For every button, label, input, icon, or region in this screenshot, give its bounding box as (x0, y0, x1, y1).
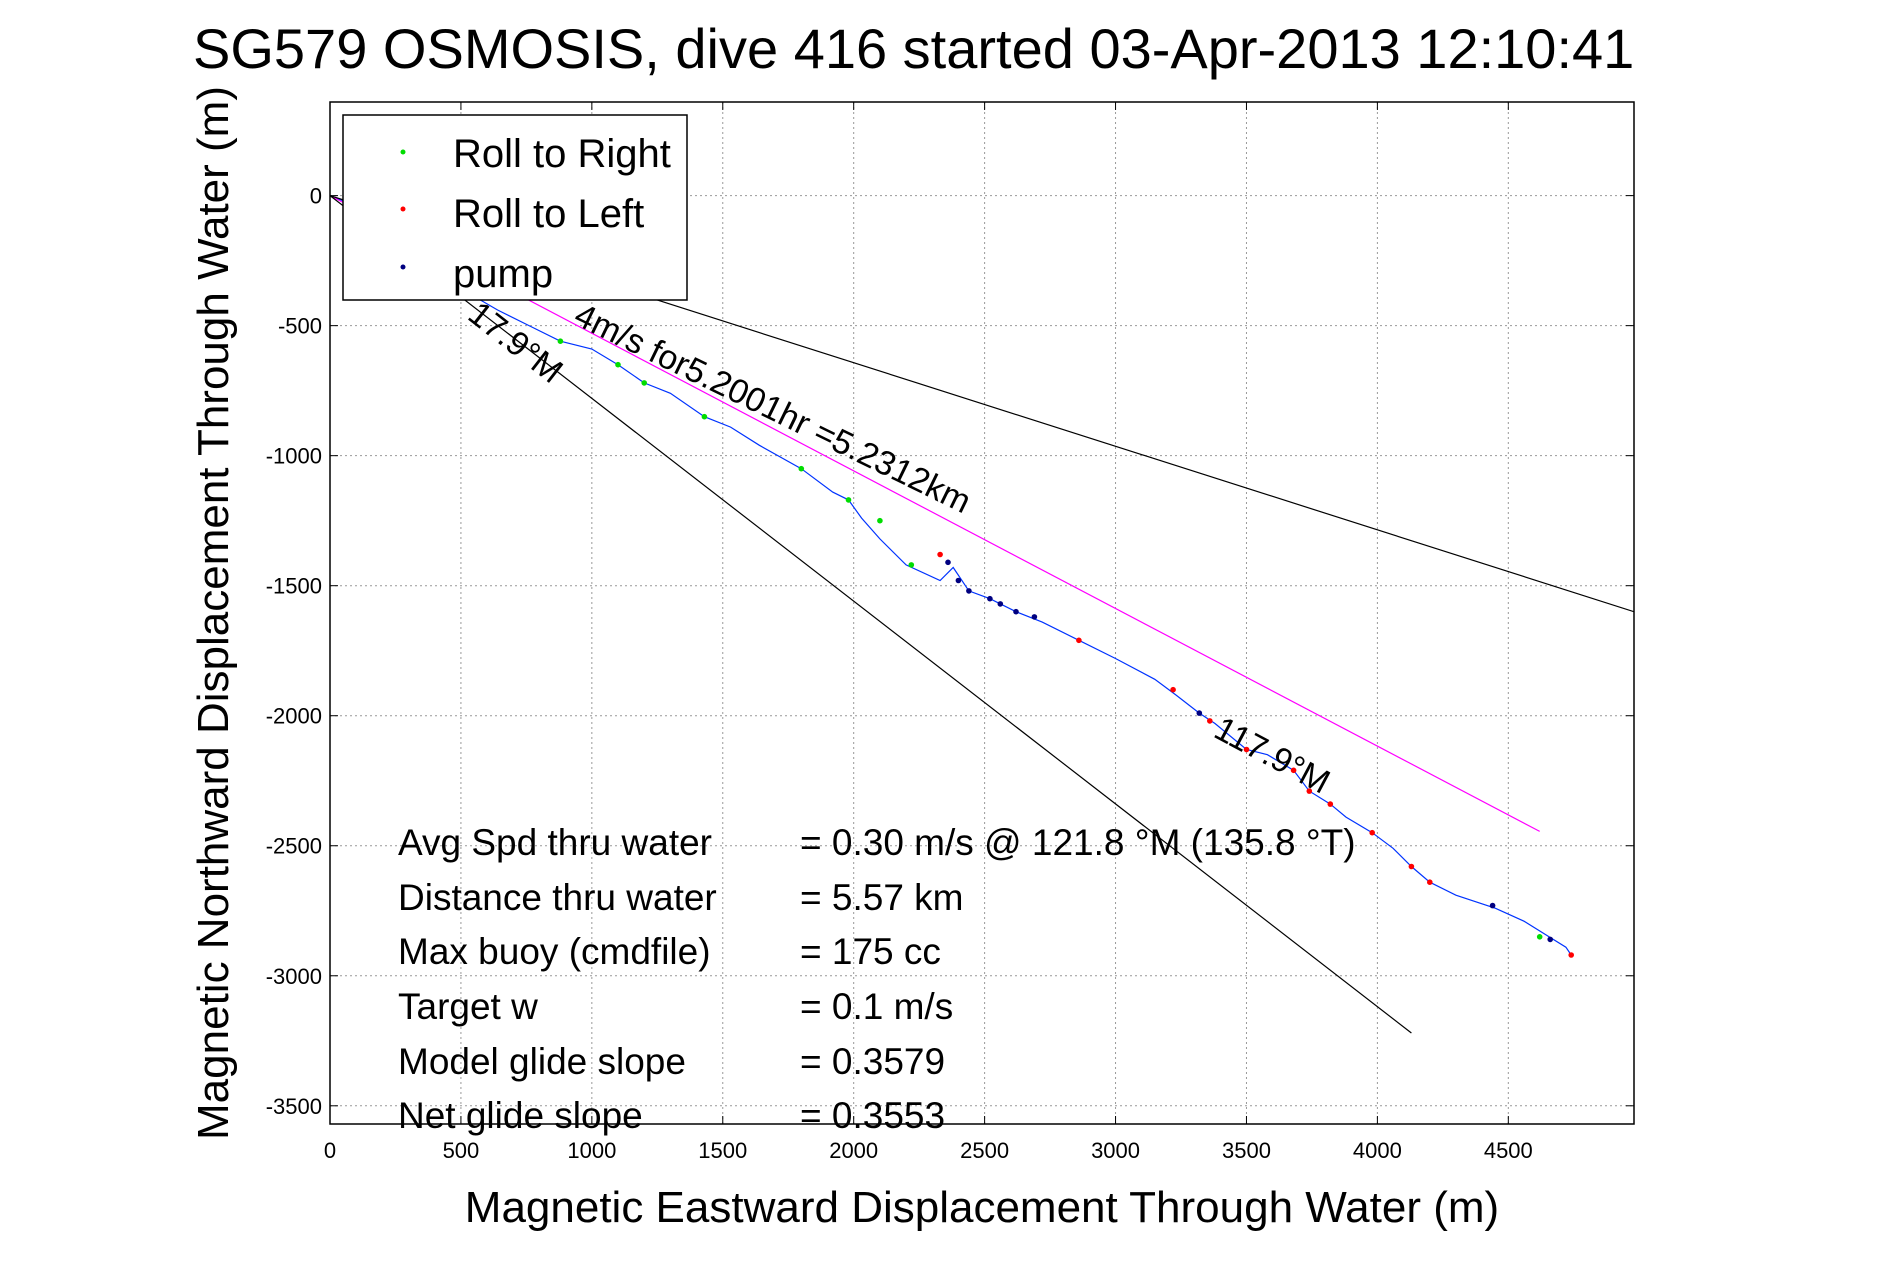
marker-roll-left (1369, 829, 1375, 836)
marker-roll-right (641, 380, 647, 386)
y-tick-label: -500 (278, 314, 322, 339)
marker-pump (1196, 710, 1203, 716)
stat-label: Net glide slope (398, 1095, 643, 1136)
marker-roll-right (798, 465, 805, 472)
y-tick-label: 0 (310, 184, 322, 209)
stats-block: Avg Spd thru water = 0.30 m/s @ 121.8 °M… (398, 822, 1356, 1136)
y-tick-label: -3000 (266, 964, 322, 989)
marker-roll-right (1536, 934, 1543, 940)
x-tick-label: 4000 (1353, 1138, 1402, 1163)
y-axis-title: Magnetic Northward Displacement Through … (189, 86, 238, 1140)
legend-label-roll-right: Roll to Right (453, 132, 671, 176)
marker-roll-left (1408, 863, 1415, 870)
stat-label: Avg Spd thru water (398, 822, 712, 863)
y-tick-labels: 0 -500 -1000 -1500 -2000 -2500 -3000 -3500 (266, 184, 322, 1119)
y-tick-label: -1500 (266, 574, 322, 599)
x-tick-label: 500 (443, 1138, 480, 1163)
x-tick-label: 2000 (829, 1138, 878, 1163)
y-tick-label: -3500 (266, 1094, 322, 1119)
marker-roll-left (1290, 767, 1297, 774)
marker-roll-left (1306, 788, 1313, 794)
marker-pump (987, 595, 993, 602)
stat-value: = 0.30 m/s @ 121.8 °M (135.8 °T) (800, 822, 1356, 863)
y-tick-label: -2000 (266, 704, 322, 729)
marker-roll-right (845, 497, 852, 503)
legend-marker-pump (400, 264, 406, 270)
legend-label-roll-left: Roll to Left (453, 192, 644, 236)
plot-frame (329, 101, 1635, 1125)
legend-label-pump: pump (453, 252, 553, 296)
x-axis-title: Magnetic Eastward Displacement Through W… (465, 1183, 1499, 1232)
marker-roll-left (1427, 879, 1433, 885)
marker-roll-right (877, 517, 883, 524)
x-tick-label: 3000 (1091, 1138, 1140, 1163)
legend: Roll to Right Roll to Left pump (342, 114, 688, 301)
legend-box (342, 114, 688, 301)
x-tick-label: 4500 (1484, 1138, 1533, 1163)
x-tick-labels: 0 500 1000 1500 2000 2500 3000 3500 4000 4500 (324, 1138, 1533, 1163)
legend-marker-roll-right (400, 149, 406, 155)
stat-value: = 0.1 m/s (800, 986, 953, 1027)
marker-pump (955, 577, 962, 584)
series-line-3 (330, 195, 1412, 1034)
x-tick-label: 1000 (567, 1138, 616, 1163)
marker-roll-right (701, 413, 708, 420)
stat-value: = 175 cc (800, 931, 941, 972)
y-tick-label: -1000 (266, 444, 322, 469)
series-line-1 (330, 195, 1540, 832)
markers-group (557, 338, 1574, 958)
chart-title: SG579 OSMOSIS, dive 416 started 03-Apr-2… (193, 17, 1634, 80)
marker-roll-right (557, 338, 564, 345)
x-tick-label: 2500 (960, 1138, 1009, 1163)
marker-pump (997, 601, 1004, 607)
stat-label: Max buoy (cmdfile) (398, 931, 711, 972)
marker-roll-left (1207, 718, 1213, 724)
marker-roll-left (1170, 686, 1176, 693)
marker-pump (966, 588, 972, 594)
marker-roll-left (937, 551, 943, 558)
marker-pump (1031, 614, 1038, 620)
stat-label: Model glide slope (398, 1041, 686, 1082)
legend-marker-roll-left (400, 206, 406, 212)
x-tick-label: 3500 (1222, 1138, 1271, 1163)
x-tick-label: 1500 (698, 1138, 747, 1163)
marker-pump (1013, 608, 1019, 615)
marker-roll-right (615, 361, 621, 368)
y-tick-label: -2500 (266, 834, 322, 859)
marker-roll-left (1243, 746, 1250, 753)
marker-pump (1489, 902, 1496, 909)
stat-label: Target w (398, 986, 538, 1027)
marker-roll-left (1568, 952, 1574, 958)
marker-pump (1547, 936, 1553, 943)
marker-roll-left (1076, 637, 1082, 644)
marker-pump (945, 559, 951, 566)
marker-roll-right (908, 562, 915, 568)
marker-roll-left (1327, 801, 1334, 807)
stat-value: = 0.3579 (800, 1041, 945, 1082)
x-tick-label: 0 (324, 1138, 336, 1163)
stat-value: = 0.3553 (800, 1095, 945, 1136)
stat-value: = 5.57 km (800, 877, 964, 918)
stat-label: Distance thru water (398, 877, 717, 918)
